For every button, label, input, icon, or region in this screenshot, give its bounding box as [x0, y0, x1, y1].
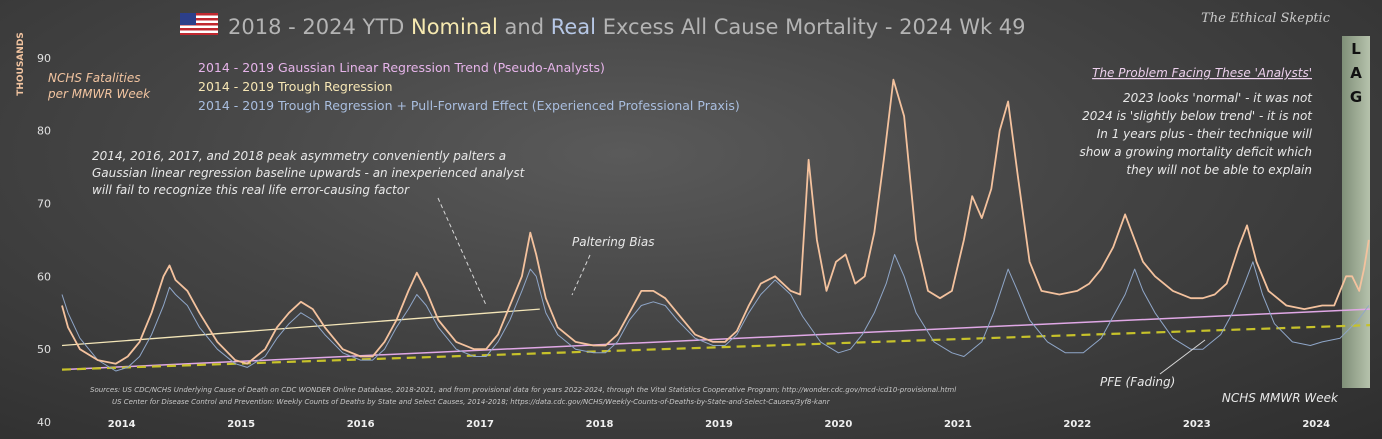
y-tick-label: 70: [37, 198, 51, 211]
series-line-nominal: [61, 78, 1370, 365]
lag-band: [1342, 36, 1370, 388]
pfe-pointer: [1159, 339, 1206, 375]
x-axis-title: NCHS MMWR Week: [1222, 391, 1339, 405]
y-tick-label: 90: [37, 52, 51, 65]
x-tick-label: 2015: [227, 419, 255, 430]
series-line-trough-regression: [61, 308, 540, 347]
y-tick-label: 80: [37, 125, 51, 138]
series-line-real: [61, 254, 1370, 372]
x-axis-year-labels: 2014 2015 2016 2017 2018 2019 2020 2021 2022 2023…: [108, 419, 1330, 430]
lag-letter-g: G: [1350, 88, 1362, 106]
legend-pull-forward: 2014 - 2019 Trough Regression + Pull-For…: [198, 98, 740, 113]
source-line2: US Center for Disease Control and Preven…: [112, 398, 831, 406]
y-axis-ticks: 40 50 60 70 80 90: [37, 52, 51, 429]
problem-heading: The Problem Facing These 'Analysts': [1092, 66, 1312, 80]
us-flag-icon: [180, 13, 218, 35]
y-tick-label: 50: [37, 343, 51, 356]
problem-line4: show a growing mortality deficit which: [1079, 145, 1312, 159]
fatalities-label-line2: per MMWR Week: [47, 87, 151, 101]
asymmetry-pointer: [437, 197, 487, 306]
x-tick-label: 2018: [586, 419, 614, 430]
y-axis-unit: THOUSANDS: [16, 32, 26, 96]
asymmetry-note-line2: Gaussian linear regression baseline upwa…: [92, 166, 526, 180]
x-tick-label: 2024: [1302, 419, 1330, 430]
paltering-bias-label: Paltering Bias: [572, 235, 655, 249]
asymmetry-note-line1: 2014, 2016, 2017, and 2018 peak asymmetr…: [92, 149, 506, 163]
paltering-pointer: [571, 254, 591, 296]
x-tick-label: 2019: [705, 419, 733, 430]
series-line-gaussian-trend: [61, 308, 1371, 371]
legend-trough: 2014 - 2019 Trough Regression: [198, 79, 393, 94]
x-tick-label: 2016: [347, 419, 375, 430]
y-tick-label: 60: [37, 270, 51, 283]
fatalities-label-line1: NCHS Fatalities: [48, 71, 140, 85]
lag-letter-a: A: [1350, 64, 1362, 82]
x-tick-label: 2021: [944, 419, 972, 430]
pfe-label: PFE (Fading): [1100, 375, 1175, 389]
chart-title: 2018 - 2024 YTD Nominal and Real Excess …: [228, 15, 1026, 39]
brand-signature: The Ethical Skeptic: [1201, 11, 1331, 26]
legend-gaussian: 2014 - 2019 Gaussian Linear Regression T…: [198, 60, 605, 75]
problem-line1: 2023 looks 'normal' - it was not: [1123, 91, 1313, 105]
source-line1: Sources: US CDC/NCHS Underlying Cause of…: [90, 386, 956, 394]
series-line-pull-forward: [61, 324, 1371, 371]
x-tick-label: 2017: [466, 419, 494, 430]
series-group: [61, 78, 1371, 372]
x-tick-label: 2023: [1183, 419, 1211, 430]
problem-line2: 2024 is 'slightly below trend' - it is n…: [1082, 109, 1313, 123]
x-tick-label: 2014: [108, 419, 136, 430]
problem-line5: they will not be able to explain: [1126, 163, 1312, 177]
problem-line3: In 1 years plus - their technique will: [1097, 127, 1313, 141]
y-tick-label: 40: [37, 416, 51, 429]
asymmetry-note-line3: will fail to recognize this real life er…: [92, 183, 410, 197]
x-tick-label: 2020: [825, 419, 853, 430]
lag-letter-l: L: [1351, 40, 1361, 58]
x-tick-label: 2022: [1063, 419, 1091, 430]
